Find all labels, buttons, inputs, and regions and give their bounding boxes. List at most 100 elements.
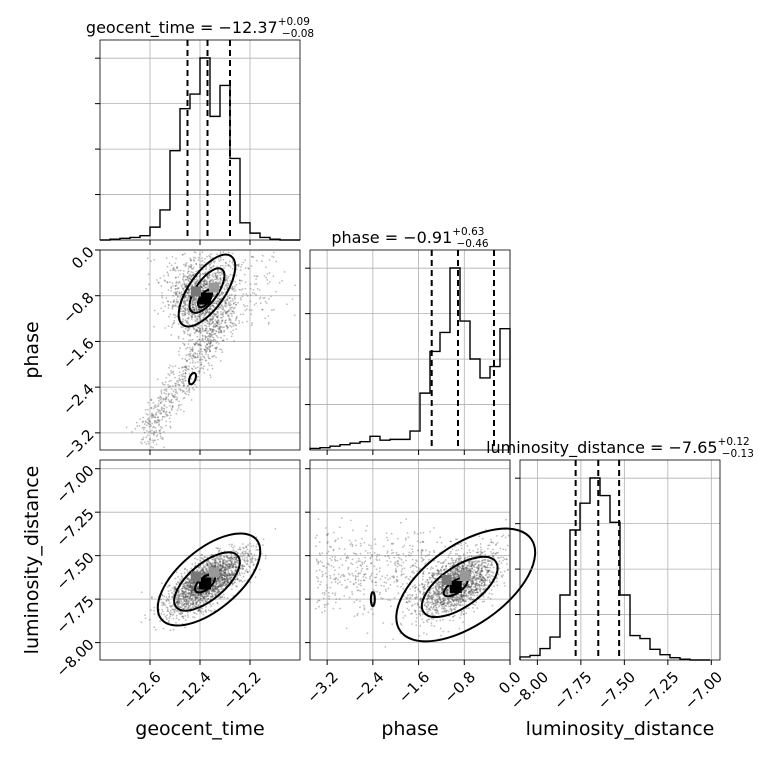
sample-point <box>205 598 208 601</box>
sample-point <box>154 416 157 418</box>
x-tick-label: −12.6 <box>120 668 165 713</box>
sample-point <box>227 284 230 287</box>
sample-point <box>208 340 210 342</box>
sample-point <box>253 563 255 566</box>
sample-point <box>238 288 241 291</box>
sample-point <box>234 566 237 569</box>
sample-point <box>162 310 165 313</box>
sample-point <box>211 322 213 325</box>
sample-point <box>214 313 217 316</box>
sample-point <box>210 610 213 613</box>
sample-point <box>177 276 180 278</box>
sample-point <box>164 280 167 282</box>
sample-point <box>209 595 212 598</box>
sample-point <box>182 312 185 315</box>
sample-point <box>176 266 178 268</box>
sample-point <box>193 307 196 310</box>
sample-point <box>227 263 230 266</box>
sample-point <box>187 289 190 292</box>
sample-point <box>185 264 188 267</box>
sample-point <box>208 280 211 283</box>
sample-point <box>175 281 178 284</box>
sample-point <box>201 324 203 327</box>
sample-point <box>199 266 201 269</box>
sample-point <box>272 308 275 311</box>
sample-point <box>168 584 170 587</box>
sample-point <box>255 283 258 285</box>
sample-point <box>293 314 296 317</box>
sample-point <box>196 329 199 331</box>
sample-point <box>233 290 236 293</box>
sample-point <box>184 311 187 314</box>
sample-point <box>202 289 205 292</box>
sample-point <box>208 346 211 348</box>
sample-point <box>175 617 178 620</box>
sample-point <box>189 339 192 342</box>
sample-point <box>217 320 219 323</box>
sample-point <box>205 326 208 328</box>
sample-point <box>259 296 262 299</box>
sample-point <box>213 338 215 341</box>
sample-point <box>351 572 354 575</box>
sample-point <box>181 320 184 323</box>
sample-point <box>194 257 197 259</box>
sample-point <box>229 312 232 315</box>
sample-point <box>167 325 170 327</box>
sample-point <box>179 408 182 411</box>
panel-phase-hist: phase = −0.91+0.63 −0.46 <box>305 226 511 455</box>
sample-point <box>193 251 196 254</box>
sample-point <box>147 408 149 411</box>
sample-point <box>229 556 232 559</box>
sample-point <box>217 343 220 345</box>
sample-point <box>214 293 216 295</box>
sample-point <box>218 323 221 326</box>
sample-point <box>222 315 225 318</box>
sample-point <box>214 274 217 277</box>
sample-point <box>210 333 213 335</box>
density-contours <box>177 253 237 386</box>
sample-point <box>175 384 177 387</box>
sample-point <box>209 263 212 266</box>
sample-point <box>151 439 154 442</box>
sample-point <box>261 260 263 262</box>
sample-point <box>502 559 504 562</box>
sample-point <box>186 277 189 280</box>
sample-point <box>221 577 224 580</box>
sample-point <box>219 277 221 280</box>
sample-point <box>251 322 254 325</box>
sample-point <box>180 373 183 376</box>
sample-point <box>217 316 219 319</box>
sample-point <box>188 323 191 326</box>
sample-point <box>159 396 162 399</box>
sample-point <box>174 376 176 379</box>
sample-point <box>167 398 170 401</box>
sample-point <box>180 595 183 598</box>
sample-point <box>175 300 178 303</box>
sample-point <box>197 586 199 589</box>
sample-point <box>193 309 196 312</box>
sample-point <box>244 259 247 262</box>
sample-point <box>194 315 197 318</box>
sample-point <box>150 399 153 401</box>
sample-point <box>167 393 170 395</box>
sample-point <box>317 586 319 589</box>
sample-point <box>204 283 206 286</box>
sample-point <box>173 299 176 301</box>
sample-point <box>181 287 184 290</box>
sample-point <box>265 266 267 269</box>
sample-point <box>182 310 185 312</box>
sample-point <box>227 314 230 317</box>
sample-point <box>231 260 234 262</box>
sample-point <box>172 300 175 302</box>
sample-point <box>182 314 184 317</box>
sample-point <box>155 421 158 424</box>
sample-point <box>184 313 187 316</box>
sample-point <box>200 344 203 347</box>
sample-point <box>147 417 150 420</box>
sample-point <box>153 425 155 428</box>
sample-point <box>248 309 251 311</box>
sample-point <box>205 359 208 362</box>
sample-point <box>231 332 234 335</box>
sample-point <box>153 439 156 442</box>
sample-point <box>205 340 208 342</box>
